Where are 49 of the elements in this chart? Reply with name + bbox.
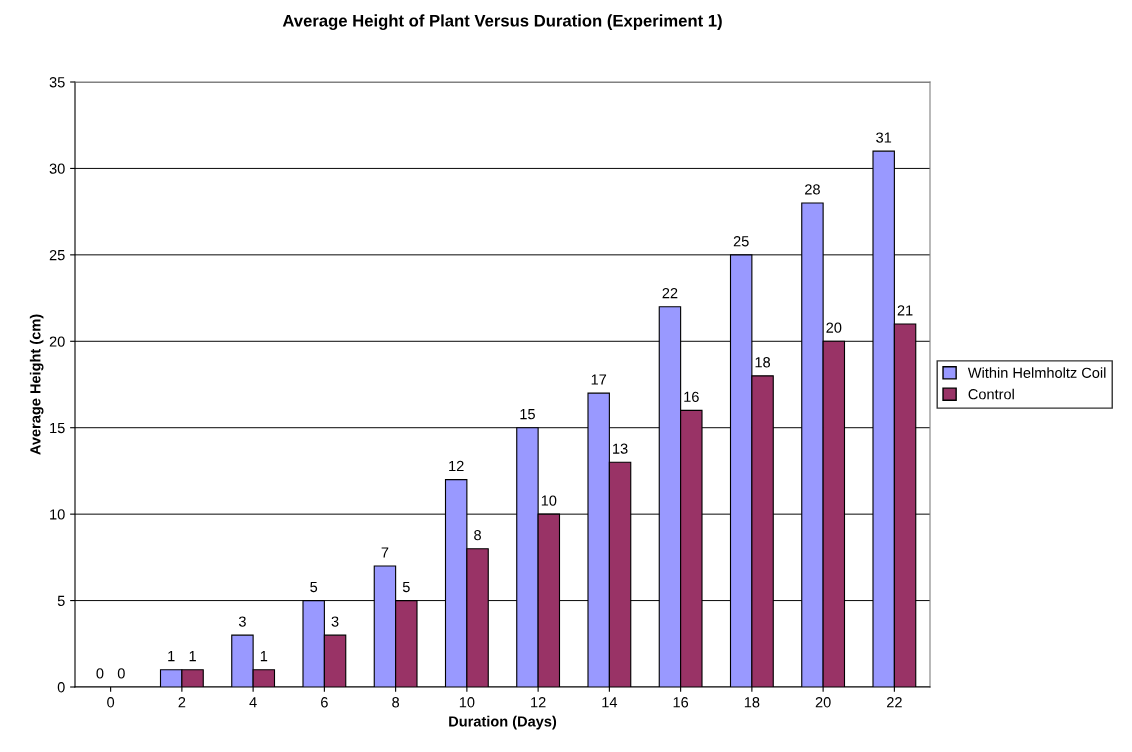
data-label: 5: [310, 581, 318, 593]
data-label: 1: [189, 651, 196, 662]
y-tick-label: 35: [49, 77, 65, 88]
data-label: 22: [662, 287, 678, 299]
x-tick-label: 10: [459, 697, 475, 708]
data-label: 17: [591, 374, 607, 385]
legend-label: Within Helmholtz Coil: [967, 367, 1106, 378]
x-tick-label: 8: [392, 697, 400, 708]
x-axis-title: Duration (Days): [449, 715, 557, 730]
y-tick-label: 5: [57, 595, 65, 606]
legend-label: Control: [968, 388, 1014, 400]
data-label: 10: [541, 495, 557, 506]
y-tick-label: 20: [49, 336, 65, 347]
data-label: 18: [755, 357, 771, 368]
data-label: 12: [449, 460, 464, 471]
data-label: 5: [402, 581, 410, 593]
data-label: 3: [331, 616, 339, 627]
y-tick-label: 10: [50, 509, 65, 520]
data-label: 7: [381, 547, 389, 558]
data-label: 0: [117, 668, 125, 679]
data-label: 25: [733, 236, 749, 247]
data-label: 15: [520, 409, 535, 420]
x-tick-label: 0: [107, 697, 115, 708]
x-tick-label: 14: [602, 697, 618, 708]
x-tick-label: 6: [321, 697, 328, 708]
x-tick-label: 20: [815, 697, 831, 708]
x-tick-label: 18: [744, 697, 760, 708]
data-label: 1: [168, 651, 175, 662]
x-tick-label: 4: [249, 697, 257, 708]
x-tick-label: 2: [178, 697, 186, 708]
x-tick-label: 12: [531, 697, 546, 708]
data-label: 13: [613, 443, 628, 454]
y-tick-label: 15: [50, 422, 65, 434]
y-tick-label: 25: [49, 249, 65, 261]
data-label: 3: [238, 616, 246, 627]
data-label: 21: [897, 305, 913, 316]
data-label: 20: [826, 322, 842, 333]
data-label: 31: [876, 132, 892, 143]
data-label: 1: [260, 651, 268, 662]
y-axis-title: Average Height (cm): [29, 314, 44, 455]
y-tick-label: 0: [57, 682, 65, 693]
x-tick-label: 22: [887, 697, 902, 708]
y-tick-label: 30: [49, 163, 65, 174]
data-label: 8: [474, 529, 481, 541]
data-label: 28: [805, 184, 820, 195]
data-label: 0: [96, 668, 104, 679]
chart-title: Average Height of Plant Versus Duration (Experiment 1): [282, 14, 722, 30]
x-tick-label: 16: [673, 697, 689, 708]
data-label: 16: [684, 391, 699, 402]
